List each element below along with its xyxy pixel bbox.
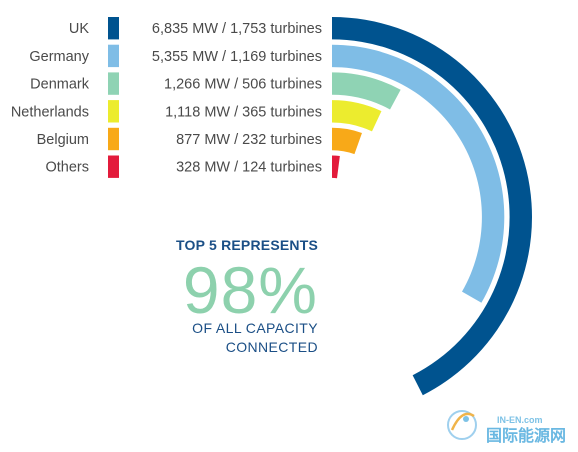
arc-denmark <box>332 72 401 110</box>
legend-swatch-denmark <box>108 72 119 95</box>
legend-label-uk: UK <box>69 21 89 37</box>
value-label-netherlands: 1,118 MW / 365 turbines <box>165 104 322 120</box>
annotation: TOP 5 REPRESENTS 98% OF ALL CAPACITY CON… <box>176 237 318 355</box>
arc-layer <box>332 17 532 396</box>
watermark-chinese: 国际能源网 <box>486 426 566 445</box>
legend-label-denmark: Denmark <box>30 77 90 93</box>
legend-swatch-others <box>108 155 119 178</box>
annotation-percent: 98% <box>183 253 318 327</box>
value-label-belgium: 877 MW / 232 turbines <box>176 132 322 148</box>
arc-netherlands <box>332 100 382 132</box>
legend-rows: UK 6,835 MW / 1,753 turbines Germany 5,355 … <box>11 17 322 178</box>
legend-swatch-uk <box>108 17 119 40</box>
annotation-subline-2: CONNECTED <box>226 339 318 355</box>
legend-label-belgium: Belgium <box>37 132 89 148</box>
arc-germany <box>332 44 505 303</box>
arc-others <box>332 155 340 179</box>
legend-swatch-germany <box>108 44 119 68</box>
legend-label-others: Others <box>45 160 89 176</box>
legend-label-germany: Germany <box>29 49 89 65</box>
arc-uk <box>332 17 532 396</box>
watermark-latin: IN-EN.com <box>497 415 543 425</box>
annotation-subline-1: OF ALL CAPACITY <box>192 320 318 336</box>
watermark-logo-icon <box>447 410 477 440</box>
value-label-germany: 5,355 MW / 1,169 turbines <box>152 49 322 65</box>
watermark: IN-EN.com 国际能源网 <box>447 410 566 445</box>
value-label-others: 328 MW / 124 turbines <box>176 160 322 176</box>
arc-belgium <box>332 127 362 155</box>
legend-swatch-belgium <box>108 127 119 151</box>
annotation-headline: TOP 5 REPRESENTS <box>176 237 318 253</box>
legend-swatch-netherlands <box>108 100 119 123</box>
legend-label-netherlands: Netherlands <box>11 104 89 120</box>
value-label-denmark: 1,266 MW / 506 turbines <box>164 77 322 93</box>
value-label-uk: 6,835 MW / 1,753 turbines <box>152 21 322 37</box>
